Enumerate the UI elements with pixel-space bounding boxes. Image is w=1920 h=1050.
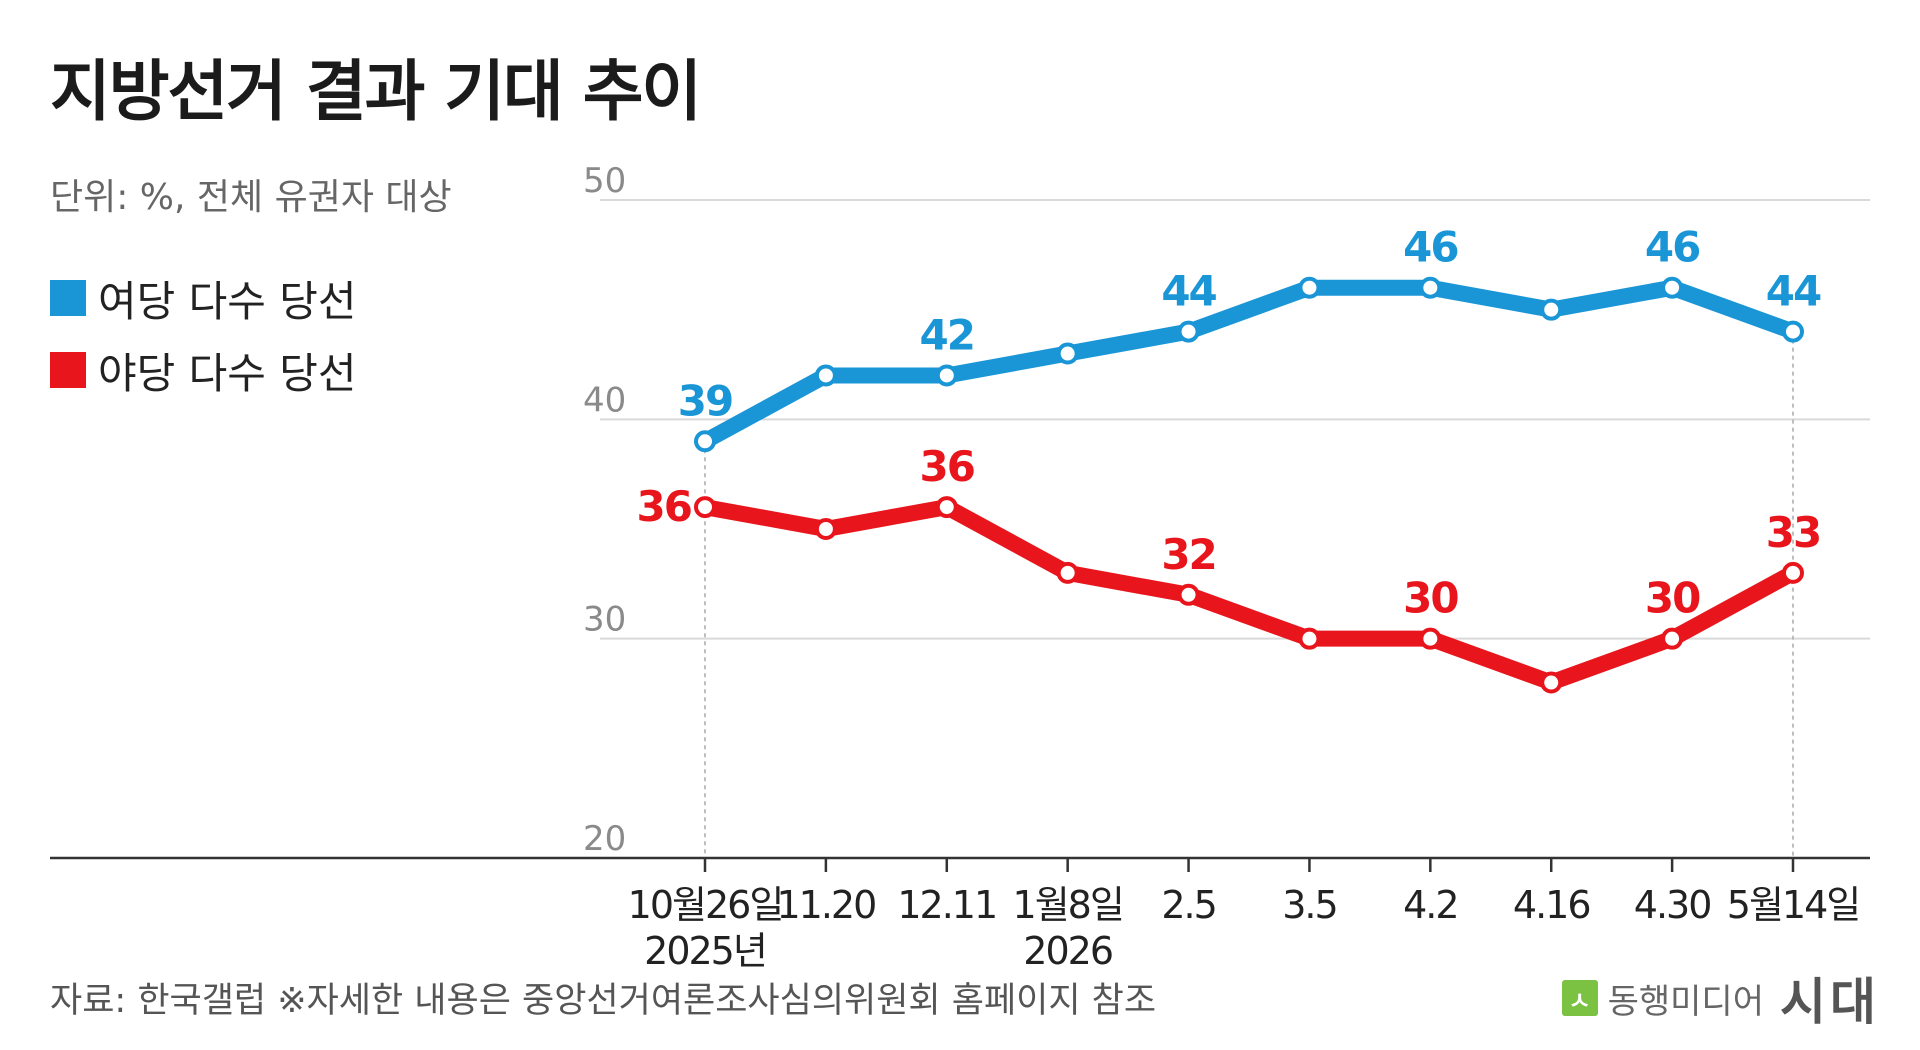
y-tick-label-20: 20 — [583, 819, 626, 859]
point-ruling-0 — [694, 430, 716, 453]
point-ruling-8 — [1661, 276, 1684, 299]
point-opposition-5 — [1298, 627, 1321, 650]
legend-item-opposition: 야당 다수 당선 — [50, 334, 357, 406]
brand-name: 동행미디어 — [1607, 981, 1764, 1022]
data-label-ruling-2: 42 — [920, 310, 974, 359]
series-line-opposition — [697, 499, 1801, 691]
x-tick-label-7: 4.16 — [1513, 883, 1590, 927]
y-tick-label-50: 50 — [583, 161, 626, 201]
x-tick-label-3: 1월8일 2026 — [1013, 883, 1123, 973]
x-tick-label-1: 11.20 — [776, 883, 875, 927]
data-label-ruling-6: 46 — [1403, 223, 1457, 272]
point-opposition-3 — [1056, 561, 1079, 584]
point-ruling-3 — [1056, 342, 1079, 365]
x-tick-label-6: 4.2 — [1403, 883, 1457, 927]
y-tick-label-30: 30 — [583, 600, 626, 640]
source-note: 자료: 한국갤럽 ※자세한 내용은 중앙선거여론조사심의위원회 홈페이지 참조 — [50, 981, 1157, 1021]
brand-logo-icon: ㅅ — [1561, 980, 1598, 1016]
data-label-ruling-0: 39 — [678, 376, 732, 425]
point-opposition-1 — [814, 518, 837, 540]
legend: 여당 다수 당선 야당 다수 당선 — [50, 262, 357, 406]
legend-swatch-opposition — [50, 352, 86, 388]
brand: ㅅ 동행미디어 시대 — [1561, 962, 1880, 1034]
x-tick-label-4: 2.5 — [1161, 883, 1215, 927]
data-label-opposition-9: 33 — [1766, 508, 1820, 557]
point-opposition-4 — [1177, 583, 1200, 606]
point-opposition-0 — [694, 496, 716, 519]
point-opposition-7 — [1540, 671, 1563, 694]
x-tick-label-0: 10월26일 2025년 — [628, 883, 783, 973]
legend-swatch-ruling — [50, 280, 86, 316]
legend-label-ruling: 여당 다수 당선 — [98, 276, 357, 326]
legend-item-ruling: 여당 다수 당선 — [50, 262, 357, 334]
series-line-ruling — [697, 279, 1801, 450]
x-tick-label-5: 3.5 — [1282, 883, 1336, 927]
point-ruling-7 — [1540, 298, 1563, 321]
x-tick-label-8: 4.30 — [1634, 883, 1711, 927]
point-ruling-4 — [1177, 320, 1200, 343]
point-ruling-9 — [1782, 320, 1804, 343]
point-ruling-2 — [935, 364, 958, 387]
data-label-opposition-6: 30 — [1403, 574, 1458, 623]
point-opposition-8 — [1661, 627, 1684, 650]
point-opposition-6 — [1419, 627, 1442, 650]
data-label-ruling-9: 44 — [1766, 267, 1821, 316]
data-label-opposition-8: 30 — [1645, 574, 1700, 623]
data-label-ruling-4: 44 — [1161, 267, 1216, 316]
chart-title: 지방선거 결과 기대 추이 — [50, 53, 702, 130]
x-tick-label-2: 12.11 — [897, 883, 996, 927]
brand-mark: 시대 — [1780, 973, 1880, 1031]
point-opposition-2 — [935, 496, 958, 519]
data-label-ruling-8: 46 — [1645, 223, 1699, 272]
point-ruling-6 — [1419, 276, 1442, 299]
point-ruling-1 — [814, 364, 837, 387]
legend-label-opposition: 야당 다수 당선 — [98, 348, 357, 398]
point-ruling-5 — [1298, 276, 1321, 299]
x-tick-label-9: 5월14일 — [1727, 883, 1859, 927]
unit-note: 단위: %, 전체 유권자 대상 — [50, 177, 452, 218]
data-label-opposition-2: 36 — [920, 442, 974, 491]
point-opposition-9 — [1782, 561, 1804, 584]
data-label-opposition-0: 36 — [637, 482, 691, 531]
data-label-opposition-4: 32 — [1161, 530, 1215, 579]
y-tick-label-40: 40 — [583, 380, 626, 420]
